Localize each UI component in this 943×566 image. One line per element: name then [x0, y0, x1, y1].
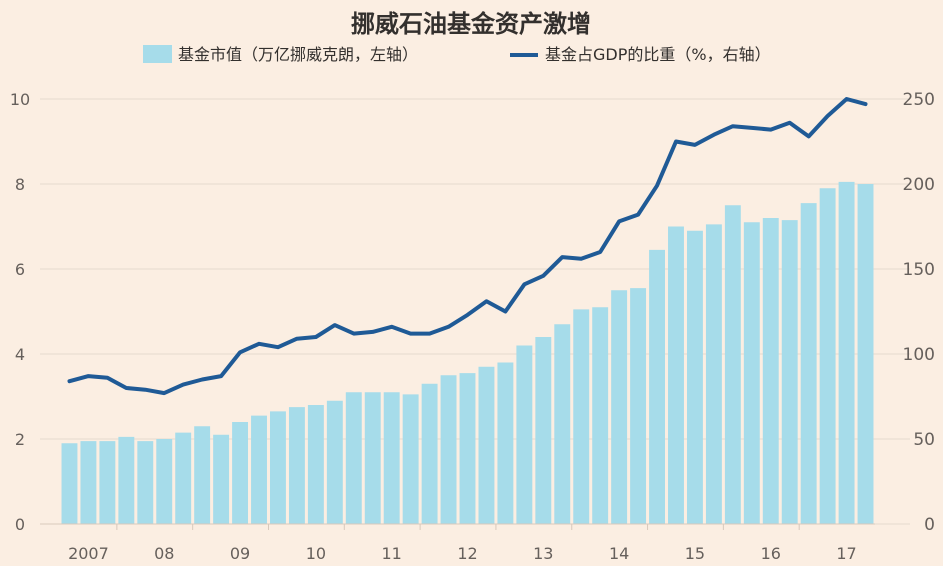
bar	[345, 392, 362, 524]
y-right-tick-label: 100	[903, 345, 935, 365]
y-right-tick-label: 200	[903, 175, 935, 195]
bar	[573, 309, 590, 524]
bar	[630, 288, 647, 524]
bar	[251, 415, 267, 524]
legend-line-label: 基金占GDP的比重（%，右轴）	[545, 45, 771, 64]
y-left-tick-label: 8	[15, 175, 25, 194]
x-tick-label: 16	[761, 544, 781, 563]
bar	[705, 224, 722, 524]
bar	[270, 411, 286, 524]
bar	[288, 407, 305, 524]
bar	[383, 392, 400, 524]
bar	[649, 249, 665, 524]
bar	[213, 434, 230, 524]
legend: 基金市值（万亿挪威克朗，左轴） 基金占GDP的比重（%，右轴）	[143, 45, 771, 64]
x-tick-label: 11	[382, 544, 402, 563]
bar	[724, 205, 741, 524]
bar	[686, 230, 703, 524]
bar	[535, 337, 552, 524]
legend-bar-label: 基金市值（万亿挪威克朗，左轴）	[178, 45, 418, 64]
x-tick-label: 09	[230, 544, 250, 563]
bar	[118, 436, 135, 524]
x-tick-label: 14	[609, 544, 629, 563]
gdp-share-line	[67, 97, 868, 396]
bar	[402, 394, 419, 524]
x-tick-label: 08	[154, 544, 174, 563]
y-left-tick-label: 0	[15, 515, 25, 534]
bar	[554, 324, 571, 524]
bar	[497, 362, 514, 524]
y-left-tick-label: 10	[10, 90, 30, 109]
bar	[781, 220, 798, 524]
bar	[61, 443, 78, 524]
bar	[175, 432, 192, 524]
bar	[307, 405, 324, 524]
x-tick-label: 17	[836, 544, 856, 563]
y-right-tick-label: 150	[903, 260, 935, 280]
bar	[326, 400, 343, 524]
bar	[516, 345, 533, 524]
line-series	[67, 97, 868, 396]
bar	[857, 184, 874, 524]
bar	[99, 441, 116, 524]
x-tick-label: 10	[306, 544, 326, 563]
bar	[743, 222, 760, 524]
bar	[440, 375, 457, 524]
bar	[194, 426, 211, 524]
bar	[156, 439, 173, 524]
y-left-tick-label: 4	[15, 345, 25, 364]
x-tick-label: 15	[685, 544, 705, 563]
chart-title: 挪威石油基金资产激增	[351, 10, 591, 38]
bar-series	[61, 181, 874, 524]
y-right-tick-label: 250	[903, 90, 935, 110]
bar	[800, 203, 817, 524]
bar	[592, 307, 609, 524]
bar	[459, 373, 476, 524]
y-left-tick-label: 2	[15, 430, 25, 449]
bar	[80, 441, 97, 524]
x-tick-label: 2007	[68, 544, 109, 563]
x-tick-label: 13	[533, 544, 553, 563]
bar	[762, 218, 779, 524]
bar	[478, 366, 495, 524]
y-right-tick-label: 50	[913, 430, 935, 450]
bar	[137, 441, 154, 524]
legend-bar-swatch	[143, 45, 172, 63]
x-axis: 2007 08 09 10 11 12 13 14 15 16 17	[40, 523, 875, 563]
y-left-tick-label: 6	[15, 260, 25, 279]
bar	[668, 226, 684, 524]
bar	[819, 188, 836, 524]
bar	[421, 383, 438, 524]
bar	[232, 422, 249, 524]
left-axis: 0 2 4 6 8 10	[10, 90, 30, 534]
right-axis: 0 50 100 150 200 250	[903, 90, 935, 535]
bar	[838, 181, 855, 524]
y-right-tick-label: 0	[924, 515, 935, 535]
bar	[364, 392, 381, 524]
x-tick-label: 12	[457, 544, 477, 563]
bar	[611, 290, 628, 524]
